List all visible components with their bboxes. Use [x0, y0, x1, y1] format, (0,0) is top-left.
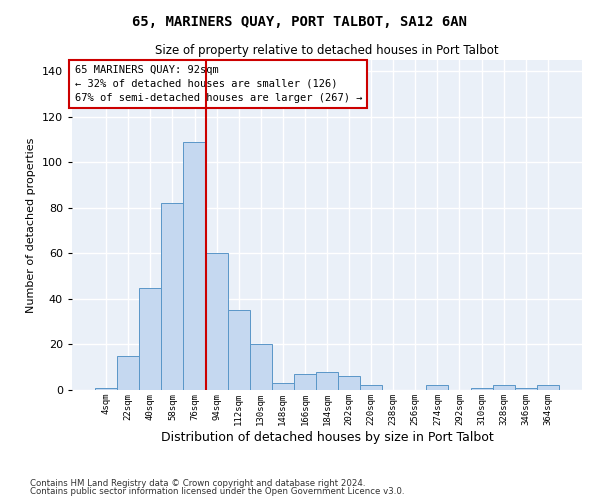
Text: Contains HM Land Registry data © Crown copyright and database right 2024.: Contains HM Land Registry data © Crown c… [30, 478, 365, 488]
Bar [427, 386, 448, 390]
Bar [227, 310, 250, 390]
Bar [360, 386, 382, 390]
Bar [161, 204, 184, 390]
Bar [95, 388, 117, 390]
Text: Contains public sector information licensed under the Open Government Licence v3: Contains public sector information licen… [30, 487, 404, 496]
Bar [117, 356, 139, 390]
Bar [272, 383, 294, 390]
Bar [515, 388, 537, 390]
Bar [139, 288, 161, 390]
X-axis label: Distribution of detached houses by size in Port Talbot: Distribution of detached houses by size … [161, 430, 493, 444]
Text: 65 MARINERS QUAY: 92sqm
← 32% of detached houses are smaller (126)
67% of semi-d: 65 MARINERS QUAY: 92sqm ← 32% of detache… [74, 65, 362, 103]
Bar [493, 386, 515, 390]
Bar [537, 386, 559, 390]
Title: Size of property relative to detached houses in Port Talbot: Size of property relative to detached ho… [155, 44, 499, 58]
Bar [294, 374, 316, 390]
Bar [470, 388, 493, 390]
Bar [250, 344, 272, 390]
Bar [206, 254, 227, 390]
Bar [338, 376, 360, 390]
Text: 65, MARINERS QUAY, PORT TALBOT, SA12 6AN: 65, MARINERS QUAY, PORT TALBOT, SA12 6AN [133, 15, 467, 29]
Bar [316, 372, 338, 390]
Y-axis label: Number of detached properties: Number of detached properties [26, 138, 36, 312]
Bar [184, 142, 206, 390]
